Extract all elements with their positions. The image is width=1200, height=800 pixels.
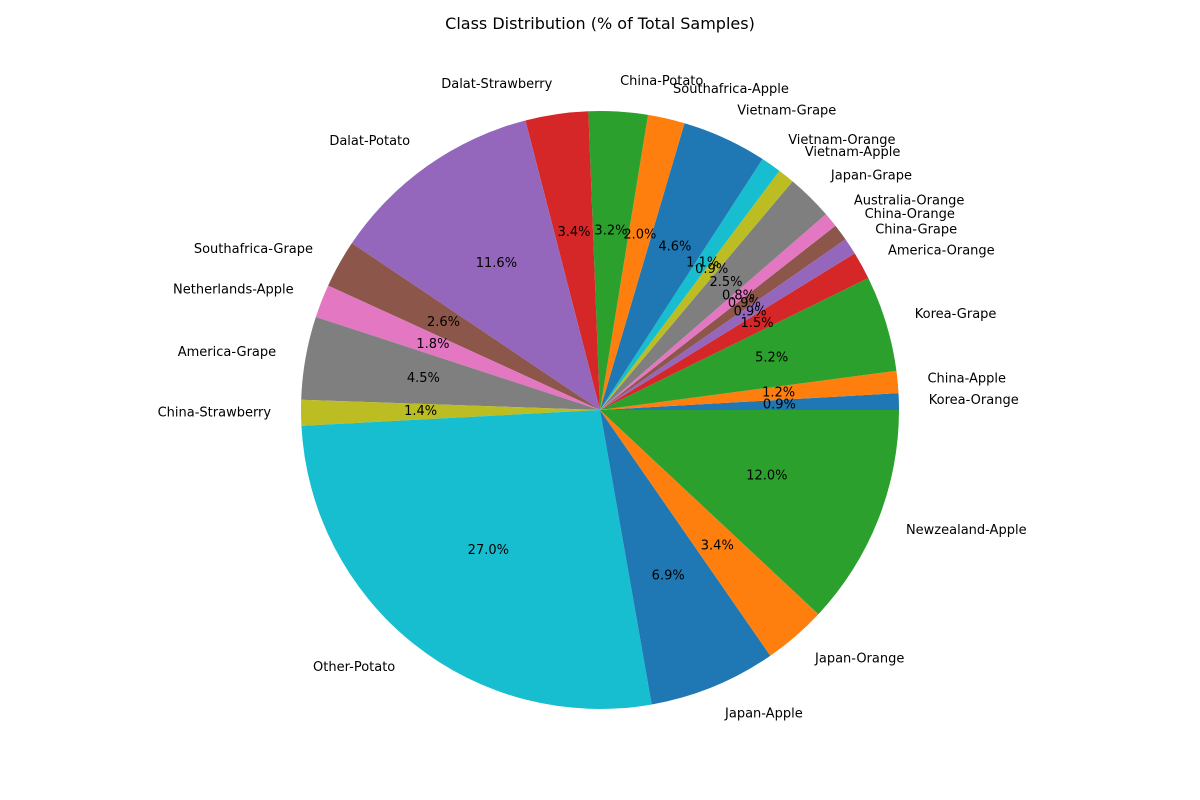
pie-slices <box>301 111 899 709</box>
pie-slice-label-southafrica-grape: Southafrica-Grape <box>194 242 313 257</box>
pie-percent-label-japan-grape: 2.5% <box>709 275 742 290</box>
pie-slice-southafrica-grape <box>328 243 600 410</box>
pie-slice-label-newzealand-apple: Newzealand-Apple <box>906 523 1027 538</box>
pie-slice-america-grape <box>301 316 600 410</box>
pie-slice-label-america-grape: America-Grape <box>178 345 276 360</box>
pie-slice-label-netherlands-apple: Netherlands-Apple <box>173 283 294 298</box>
pie-slice-label-japan-grape: Japan-Grape <box>830 168 912 183</box>
pie-slice-label-vietnam-orange: Vietnam-Orange <box>788 133 895 148</box>
pie-slice-label-southafrica-apple: Southafrica-Apple <box>673 82 789 97</box>
pie-slice-china-strawberry <box>301 399 600 426</box>
pie-percent-label-china-potato: 3.2% <box>594 223 627 238</box>
pie-percent-label-dalat-strawberry: 3.4% <box>557 225 590 240</box>
pie-percent-label-vietnam-orange: 1.1% <box>686 255 719 270</box>
pie-percent-label-southafrica-apple: 2.0% <box>623 228 656 243</box>
pie-slice-label-china-orange: China-Orange <box>865 207 955 222</box>
pie-slice-netherlands-apple <box>315 285 600 410</box>
pie-percent-label-dalat-potato: 11.6% <box>476 256 517 271</box>
pie-percent-label-vietnam-grape: 4.6% <box>658 239 691 254</box>
pie-slice-korea-orange <box>600 393 899 410</box>
pie-slice-label-vietnam-apple: Vietnam-Apple <box>805 145 901 160</box>
pie-slice-vietnam-orange <box>600 159 780 410</box>
pie-percent-label-netherlands-apple: 1.8% <box>416 337 449 352</box>
pie-percent-label-newzealand-apple: 12.0% <box>746 468 787 483</box>
pie-slice-vietnam-apple <box>600 170 793 410</box>
pie-slice-newzealand-apple <box>600 410 899 615</box>
pie-slice-label-china-grape: China-Grape <box>875 222 957 237</box>
pie-percent-label-china-strawberry: 1.4% <box>404 404 437 419</box>
pie-percent-label-america-grape: 4.5% <box>407 371 440 386</box>
pie-percent-label-southafrica-grape: 2.6% <box>427 315 460 330</box>
pie-slice-label-dalat-strawberry: Dalat-Strawberry <box>441 77 552 92</box>
pie-percent-label-china-apple: 1.2% <box>762 386 795 401</box>
pie-slice-label-korea-grape: Korea-Grape <box>915 307 997 322</box>
pie-slice-korea-grape <box>600 277 897 410</box>
pie-percent-label-china-grape: 0.9% <box>734 304 767 319</box>
pie-slice-dalat-potato <box>351 120 600 410</box>
pie-slice-label-china-strawberry: China-Strawberry <box>158 406 272 421</box>
pie-slice-other-potato <box>301 410 652 709</box>
pie-percent-label-australia-orange: 0.8% <box>722 288 755 303</box>
pie-slice-dalat-strawberry <box>525 111 600 410</box>
pie-slice-japan-apple <box>600 410 771 705</box>
pie-slice-label-china-apple: China-Apple <box>927 372 1006 387</box>
pie-slice-label-america-orange: America-Orange <box>888 244 995 259</box>
pie-slice-label-other-potato: Other-Potato <box>313 660 395 675</box>
pie-slice-japan-grape <box>600 181 826 410</box>
pie-slice-southafrica-apple <box>600 114 685 410</box>
pie-slice-label-japan-orange: Japan-Orange <box>814 651 904 666</box>
pie-percent-label-japan-apple: 6.9% <box>652 568 685 583</box>
pie-slice-china-apple <box>600 370 899 410</box>
chart-title: Class Distribution (% of Total Samples) <box>445 14 755 33</box>
pie-slice-label-vietnam-grape: Vietnam-Grape <box>737 104 836 119</box>
pie-percent-labels: 0.9%1.2%5.2%1.5%0.9%0.9%0.8%2.5%0.9%1.1%… <box>404 223 796 583</box>
pie-slice-japan-orange <box>600 410 819 656</box>
pie-percent-label-other-potato: 27.0% <box>468 543 509 558</box>
pie-slice-label-korea-orange: Korea-Orange <box>929 393 1019 408</box>
pie-percent-label-america-orange: 1.5% <box>741 316 774 331</box>
pie-slice-label-dalat-potato: Dalat-Potato <box>329 134 410 149</box>
pie-slice-china-grape <box>600 239 855 410</box>
pie-slice-vietnam-grape <box>600 123 763 410</box>
pie-slice-china-orange <box>600 225 846 410</box>
pie-slice-label-japan-apple: Japan-Apple <box>724 707 803 722</box>
pie-slice-label-china-potato: China-Potato <box>620 74 703 89</box>
pie-percent-label-korea-grape: 5.2% <box>755 350 788 365</box>
pie-slice-label-australia-orange: Australia-Orange <box>854 193 965 208</box>
pie-slice-australia-orange <box>600 214 836 410</box>
pie-slice-labels: Korea-Orange China-Apple Korea-Grape Americ… <box>158 74 1027 722</box>
pie-percent-label-china-orange: 0.9% <box>728 296 761 311</box>
pie-slice-america-orange <box>600 253 869 410</box>
pie-percent-label-korea-orange: 0.9% <box>763 397 796 412</box>
pie-slice-china-potato <box>588 111 649 411</box>
pie-percent-label-vietnam-apple: 0.9% <box>695 262 728 277</box>
pie-percent-label-japan-orange: 3.4% <box>701 538 734 553</box>
